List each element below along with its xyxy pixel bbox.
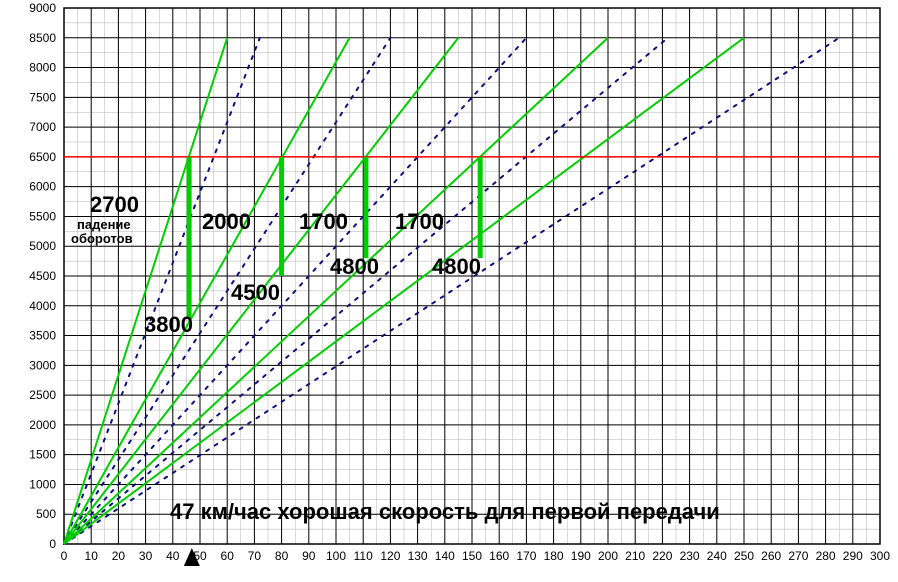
y-tick-label: 3000: [29, 358, 56, 372]
x-tick-label: 150: [462, 549, 482, 563]
x-tick-label: 300: [870, 549, 890, 563]
x-tick-label: 130: [408, 549, 428, 563]
x-tick-label: 70: [248, 549, 262, 563]
drop-2700-label-line2: оборотов: [71, 232, 133, 246]
x-tick-label: 0: [61, 549, 68, 563]
x-tick-label: 250: [734, 549, 754, 563]
caption-text: 47 км/час хорошая скорость для первой пе…: [170, 499, 720, 525]
rpm-4800b-value: 4800: [432, 254, 481, 280]
y-tick-label: 8000: [29, 61, 56, 75]
y-tick-label: 9000: [29, 1, 56, 15]
x-tick-label: 100: [326, 549, 346, 563]
drop-2700-label-line1: падение: [77, 218, 131, 232]
y-tick-label: 5500: [29, 209, 56, 223]
x-tick-label: 40: [166, 549, 180, 563]
x-tick-label: 80: [275, 549, 289, 563]
drop-2000-value: 2000: [202, 209, 251, 235]
rpm-4800a-value: 4800: [330, 254, 379, 280]
y-tick-label: 1000: [29, 477, 56, 491]
x-tick-label: 270: [788, 549, 808, 563]
gear-chart: 0102030405060708090100110120130140150160…: [0, 0, 898, 582]
y-tick-label: 0: [49, 537, 56, 551]
y-tick-label: 5000: [29, 239, 56, 253]
x-tick-label: 200: [598, 549, 618, 563]
rpm-4500-value: 4500: [231, 280, 280, 306]
x-tick-label: 60: [221, 549, 235, 563]
y-tick-label: 7000: [29, 120, 56, 134]
x-tick-label: 170: [516, 549, 536, 563]
y-tick-label: 7500: [29, 90, 56, 104]
x-tick-label: 90: [302, 549, 316, 563]
x-tick-label: 260: [761, 549, 781, 563]
y-tick-label: 6500: [29, 150, 56, 164]
x-tick-label: 30: [139, 549, 153, 563]
y-tick-label: 500: [36, 507, 56, 521]
y-tick-label: 1500: [29, 448, 56, 462]
chart-canvas: 0102030405060708090100110120130140150160…: [0, 0, 898, 582]
x-tick-label: 210: [625, 549, 645, 563]
y-tick-label: 4500: [29, 269, 56, 283]
y-tick-label: 8500: [29, 31, 56, 45]
y-tick-label: 6000: [29, 180, 56, 194]
x-tick-label: 230: [680, 549, 700, 563]
y-tick-label: 3500: [29, 329, 56, 343]
x-tick-label: 160: [489, 549, 509, 563]
y-tick-label: 2000: [29, 418, 56, 432]
y-tick-label: 2500: [29, 388, 56, 402]
drop-1700a-value: 1700: [299, 209, 348, 235]
x-tick-label: 180: [544, 549, 564, 563]
drop-1700b-value: 1700: [395, 209, 444, 235]
x-tick-label: 240: [707, 549, 727, 563]
x-tick-label: 190: [571, 549, 591, 563]
x-tick-label: 140: [435, 549, 455, 563]
rpm-3800-value: 3800: [144, 312, 193, 338]
x-tick-label: 20: [112, 549, 126, 563]
x-tick-label: 110: [354, 549, 373, 563]
x-tick-label: 10: [85, 549, 99, 563]
drop-2700-value: 2700: [90, 192, 139, 218]
y-tick-label: 4000: [29, 299, 56, 313]
x-tick-label: 290: [843, 549, 863, 563]
x-tick-label: 280: [816, 549, 836, 563]
x-tick-label: 120: [380, 549, 400, 563]
x-tick-label: 220: [652, 549, 672, 563]
